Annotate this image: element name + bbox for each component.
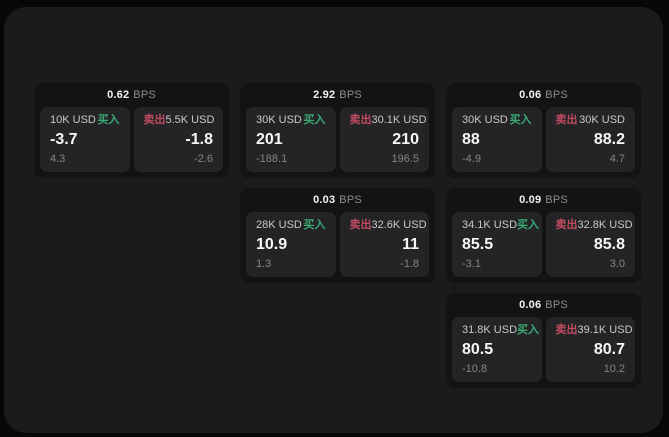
bps-value: 0.03 — [313, 194, 336, 206]
buy-value: 88 — [462, 131, 480, 148]
widget-board-panel: 0.62 BPS 10K USD 买入 -3.7 4.3 卖出 5.5K USD — [4, 7, 663, 433]
buy-delta: 4.3 — [50, 153, 66, 165]
sell-tag[interactable]: 卖出 — [555, 114, 578, 126]
spread-card: 2.92 BPS 30K USD 买入 201 -188.1 卖出 30.1K … — [240, 83, 435, 178]
spread-card: 0.06 BPS 31.8K USD 买入 80.5 -10.8 卖出 39.1… — [446, 293, 641, 388]
buy-delta: 1.3 — [256, 258, 272, 270]
sell-value: 210 — [392, 131, 419, 148]
bps-value: 0.06 — [519, 299, 542, 311]
card-body: 30K USD 买入 201 -188.1 卖出 30.1K USD 210 1… — [240, 107, 435, 178]
sell-panel[interactable]: 卖出 32.8K USD 85.8 3.0 — [545, 212, 635, 277]
card-body: 10K USD 买入 -3.7 4.3 卖出 5.5K USD -1.8 -2.… — [34, 107, 229, 178]
spread-card: 0.09 BPS 34.1K USD 买入 85.5 -3.1 卖出 32.8K… — [446, 188, 641, 283]
buy-panel[interactable]: 30K USD 买入 201 -188.1 — [246, 107, 336, 172]
sell-tag[interactable]: 卖出 — [555, 324, 578, 336]
bps-unit-label: BPS — [545, 299, 568, 311]
sell-amount: 5.5K USD — [165, 114, 215, 126]
sell-tag[interactable]: 卖出 — [349, 219, 372, 231]
bps-value: 0.62 — [107, 89, 130, 101]
bps-value: 2.92 — [313, 89, 336, 101]
sell-amount: 39.1K USD — [577, 324, 633, 336]
spread-cards-grid: 0.62 BPS 10K USD 买入 -3.7 4.3 卖出 5.5K USD — [34, 83, 641, 388]
buy-value: -3.7 — [50, 131, 78, 148]
bps-value: 0.06 — [519, 89, 542, 101]
card-header: 2.92 BPS — [240, 83, 435, 107]
card-body: 30K USD 买入 88 -4.9 卖出 30K USD 88.2 4.7 — [446, 107, 641, 178]
sell-tag[interactable]: 卖出 — [349, 114, 372, 126]
card-header: 0.06 BPS — [446, 293, 641, 317]
buy-delta: -3.1 — [462, 258, 481, 270]
card-header: 0.09 BPS — [446, 188, 641, 212]
sell-tag[interactable]: 卖出 — [143, 114, 166, 126]
buy-delta: -188.1 — [256, 153, 288, 165]
buy-tag[interactable]: 买入 — [517, 219, 540, 231]
sell-amount: 32.8K USD — [577, 219, 633, 231]
buy-value: 10.9 — [256, 236, 288, 253]
sell-delta: -1.8 — [400, 258, 419, 270]
buy-amount: 31.8K USD — [462, 324, 518, 336]
buy-amount: 30K USD — [462, 114, 508, 126]
sell-delta: 3.0 — [609, 258, 625, 270]
buy-tag[interactable]: 买入 — [303, 219, 326, 231]
sell-delta: 4.7 — [609, 153, 625, 165]
buy-delta: -4.9 — [462, 153, 481, 165]
buy-panel[interactable]: 30K USD 买入 88 -4.9 — [452, 107, 542, 172]
card-body: 31.8K USD 买入 80.5 -10.8 卖出 39.1K USD 80.… — [446, 317, 641, 388]
buy-value: 85.5 — [462, 236, 494, 253]
sell-panel[interactable]: 卖出 32.6K USD 11 -1.8 — [339, 212, 429, 277]
card-header: 0.03 BPS — [240, 188, 435, 212]
buy-delta: -10.8 — [462, 363, 488, 375]
sell-panel[interactable]: 卖出 39.1K USD 80.7 10.2 — [545, 317, 635, 382]
bps-unit-label: BPS — [133, 89, 156, 101]
buy-tag[interactable]: 买入 — [517, 324, 540, 336]
buy-panel[interactable]: 28K USD 买入 10.9 1.3 — [246, 212, 336, 277]
sell-value: 11 — [402, 236, 419, 253]
bps-unit-label: BPS — [545, 194, 568, 206]
card-header: 0.06 BPS — [446, 83, 641, 107]
sell-amount: 30K USD — [579, 114, 625, 126]
buy-tag[interactable]: 买入 — [303, 114, 326, 126]
buy-panel[interactable]: 31.8K USD 买入 80.5 -10.8 — [452, 317, 542, 382]
spread-card: 0.06 BPS 30K USD 买入 88 -4.9 卖出 30K USD — [446, 83, 641, 178]
spread-card: 0.03 BPS 28K USD 买入 10.9 1.3 卖出 32.6K US… — [240, 188, 435, 283]
sell-tag[interactable]: 卖出 — [555, 219, 578, 231]
card-header: 0.62 BPS — [34, 83, 229, 107]
buy-amount: 30K USD — [256, 114, 302, 126]
bps-unit-label: BPS — [545, 89, 568, 101]
sell-value: 88.2 — [593, 131, 625, 148]
sell-panel[interactable]: 卖出 5.5K USD -1.8 -2.6 — [133, 107, 223, 172]
sell-panel[interactable]: 卖出 30K USD 88.2 4.7 — [545, 107, 635, 172]
card-body: 28K USD 买入 10.9 1.3 卖出 32.6K USD 11 -1.8 — [240, 212, 435, 283]
bps-unit-label: BPS — [339, 194, 362, 206]
bps-unit-label: BPS — [339, 89, 362, 101]
buy-amount: 34.1K USD — [462, 219, 518, 231]
sell-panel[interactable]: 卖出 30.1K USD 210 196.5 — [339, 107, 429, 172]
buy-panel[interactable]: 34.1K USD 买入 85.5 -3.1 — [452, 212, 542, 277]
sell-value: -1.8 — [185, 131, 213, 148]
sell-delta: -2.6 — [194, 153, 213, 165]
sell-delta: 196.5 — [391, 153, 419, 165]
buy-amount: 28K USD — [256, 219, 302, 231]
sell-value: 85.8 — [593, 236, 625, 253]
sell-amount: 30.1K USD — [371, 114, 427, 126]
spread-card: 0.62 BPS 10K USD 买入 -3.7 4.3 卖出 5.5K USD — [34, 83, 229, 178]
sell-delta: 10.2 — [603, 363, 625, 375]
buy-value: 80.5 — [462, 341, 494, 358]
buy-value: 201 — [256, 131, 283, 148]
card-body: 34.1K USD 买入 85.5 -3.1 卖出 32.8K USD 85.8… — [446, 212, 641, 283]
buy-panel[interactable]: 10K USD 买入 -3.7 4.3 — [40, 107, 130, 172]
sell-amount: 32.6K USD — [371, 219, 427, 231]
bps-value: 0.09 — [519, 194, 542, 206]
buy-amount: 10K USD — [50, 114, 96, 126]
buy-tag[interactable]: 买入 — [97, 114, 120, 126]
buy-tag[interactable]: 买入 — [509, 114, 532, 126]
sell-value: 80.7 — [593, 341, 625, 358]
